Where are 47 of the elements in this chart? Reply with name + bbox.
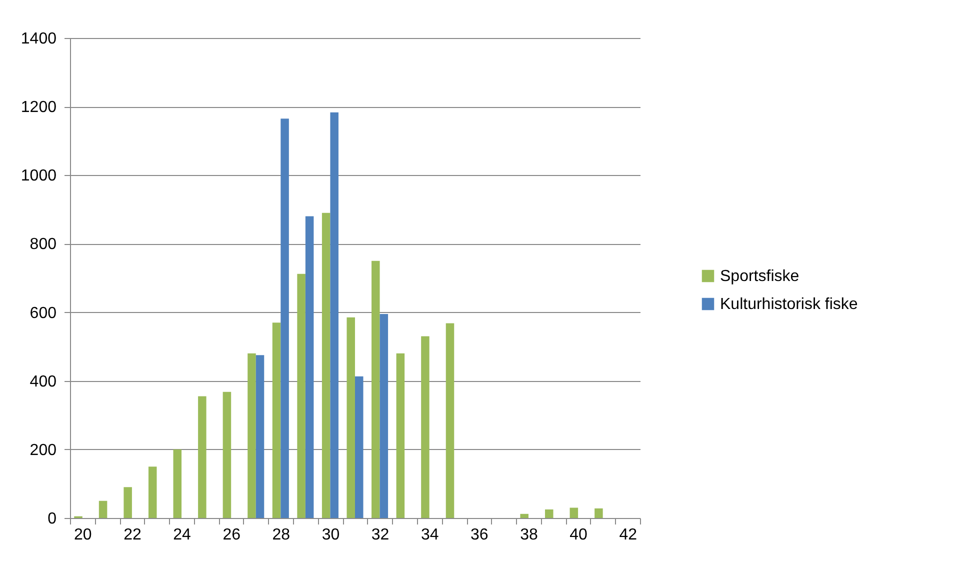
legend-label: Kulturhistorisk fiske	[720, 296, 858, 313]
bar	[380, 314, 388, 518]
x-tick-label: 32	[371, 526, 390, 544]
bar	[322, 212, 330, 518]
y-tick-label: 0	[48, 510, 57, 528]
bar	[421, 336, 430, 518]
x-tick-label: 34	[420, 526, 439, 544]
x-tick-label: 20	[74, 526, 92, 544]
bar	[297, 274, 306, 518]
bar	[355, 376, 364, 518]
bar	[280, 118, 289, 518]
y-tick-label: 1000	[20, 168, 57, 185]
bar	[198, 396, 206, 518]
x-tick-label: 28	[272, 526, 290, 544]
y-tick-label: 400	[30, 373, 57, 390]
legend-label: Sportsfiske	[720, 268, 800, 285]
bar	[594, 508, 603, 518]
bar	[372, 260, 380, 518]
y-tick-label: 1400	[20, 30, 57, 48]
x-tick-label: 30	[322, 526, 340, 544]
bar	[256, 355, 264, 518]
x-tick-label: 40	[570, 526, 588, 544]
x-tick-label: 36	[470, 526, 488, 544]
x-tick-label: 22	[124, 526, 142, 544]
bar	[272, 322, 281, 518]
bar	[346, 317, 355, 518]
y-tick-label: 800	[30, 236, 57, 254]
bar	[330, 112, 338, 518]
bar	[173, 449, 182, 518]
bar	[446, 323, 454, 518]
bar	[570, 508, 578, 518]
bar	[248, 353, 256, 518]
y-tick-label: 200	[30, 442, 57, 459]
bar	[124, 487, 132, 518]
x-tick-label: 24	[173, 526, 192, 544]
bar	[98, 500, 108, 518]
y-tick-label: 600	[30, 304, 57, 322]
bar	[148, 466, 157, 518]
bar	[222, 392, 232, 518]
x-tick-label: 38	[520, 526, 538, 544]
bar	[520, 514, 528, 518]
bar	[305, 216, 314, 518]
x-tick-label: 42	[619, 526, 638, 544]
bar	[396, 353, 405, 518]
x-tick-label: 26	[222, 526, 241, 544]
bar	[545, 509, 554, 518]
y-tick-label: 1200	[20, 99, 57, 116]
